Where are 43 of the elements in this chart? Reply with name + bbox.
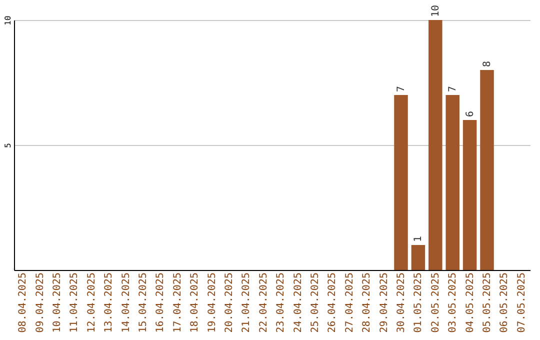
data-label: 8 xyxy=(482,60,493,67)
bar xyxy=(394,95,408,270)
x-tick-label: 03.05.2025 xyxy=(448,272,459,333)
data-label: 7 xyxy=(448,86,459,92)
x-tick-label: 15.04.2025 xyxy=(138,272,149,333)
x-tick-label: 19.04.2025 xyxy=(206,272,218,333)
x-tick-label: 21.04.2025 xyxy=(241,272,252,333)
x-tick-label: 11.04.2025 xyxy=(69,272,80,333)
x-tick-label: 04.05.2025 xyxy=(464,272,476,333)
x-tick-label: 28.04.2025 xyxy=(362,272,373,333)
data-label: 6 xyxy=(464,110,476,117)
x-tick-label: 12.04.2025 xyxy=(86,272,98,333)
x-tick-label: 14.04.2025 xyxy=(120,272,132,333)
x-tick-label: 13.04.2025 xyxy=(104,272,115,333)
x-tick-label: 22.04.2025 xyxy=(258,272,270,333)
x-tick-label: 26.04.2025 xyxy=(327,272,338,333)
x-tick-label: 09.04.2025 xyxy=(34,272,46,333)
bar xyxy=(428,20,442,270)
x-tick-label: 02.05.2025 xyxy=(430,272,442,333)
x-tick-label: 16.04.2025 xyxy=(155,272,166,333)
bar xyxy=(446,95,460,270)
x-tick-label: 24.04.2025 xyxy=(292,272,304,333)
data-label: 7 xyxy=(396,86,407,92)
x-tick-label: 20.04.2025 xyxy=(224,272,235,333)
bar xyxy=(462,120,477,270)
x-tick-label: 01.05.2025 xyxy=(413,272,424,333)
y-tick-label: 5 xyxy=(4,142,12,148)
data-label: 10 xyxy=(430,4,442,17)
x-tick-label: 30.04.2025 xyxy=(396,272,407,333)
x-tick-label: 25.04.2025 xyxy=(310,272,321,333)
x-tick-label: 05.05.2025 xyxy=(482,272,493,333)
bar xyxy=(411,245,426,270)
x-tick-label: 17.04.2025 xyxy=(172,272,184,333)
data-label: 1 xyxy=(413,236,424,242)
x-tick-label: 07.05.2025 xyxy=(516,272,528,333)
x-tick-label: 10.04.2025 xyxy=(52,272,63,333)
x-tick-label: 06.05.2025 xyxy=(499,272,510,333)
bar xyxy=(480,70,494,270)
x-tick-label: 18.04.2025 xyxy=(190,272,201,333)
x-tick-label: 08.04.2025 xyxy=(18,272,29,333)
x-tick-label: 23.04.2025 xyxy=(276,272,287,333)
x-tick-label: 29.04.2025 xyxy=(378,272,390,333)
x-tick-label: 27.04.2025 xyxy=(344,272,356,333)
